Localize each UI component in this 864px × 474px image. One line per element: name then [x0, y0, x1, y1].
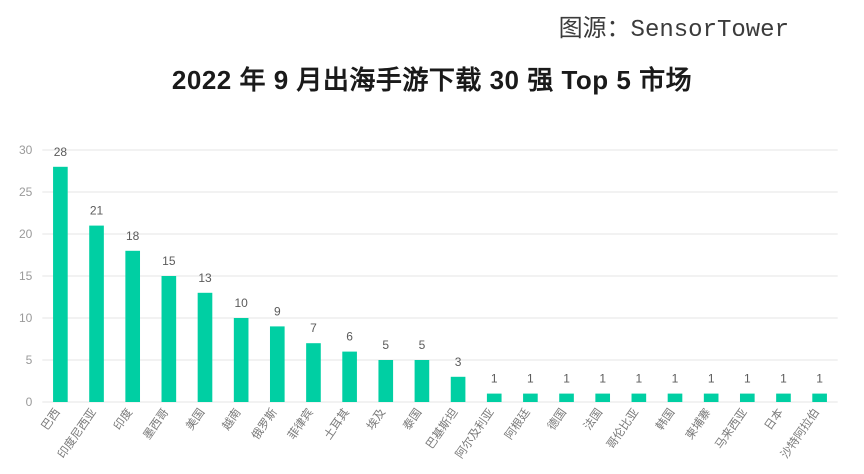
svg-text:30: 30	[19, 143, 33, 157]
svg-text:1: 1	[816, 372, 823, 386]
svg-text:25: 25	[19, 185, 33, 199]
svg-text:13: 13	[198, 271, 212, 285]
svg-text:美国: 美国	[183, 406, 208, 433]
svg-text:印度: 印度	[110, 405, 135, 432]
svg-text:墨西哥: 墨西哥	[141, 406, 171, 442]
svg-text:巴西: 巴西	[40, 407, 63, 433]
svg-text:巴基斯坦: 巴基斯坦	[423, 405, 461, 451]
svg-text:菲律宾: 菲律宾	[285, 406, 316, 442]
svg-text:7: 7	[310, 321, 317, 335]
svg-text:土耳其: 土耳其	[322, 406, 352, 442]
svg-text:1: 1	[636, 372, 643, 386]
svg-text:0: 0	[26, 395, 33, 409]
svg-text:5: 5	[382, 338, 389, 352]
svg-text:1: 1	[563, 372, 570, 386]
svg-text:1: 1	[744, 372, 751, 386]
svg-text:日本: 日本	[761, 405, 786, 432]
svg-text:5: 5	[419, 338, 426, 352]
svg-text:越南: 越南	[219, 406, 244, 433]
svg-text:1: 1	[780, 372, 787, 386]
svg-text:俄罗斯: 俄罗斯	[249, 406, 280, 442]
svg-text:1: 1	[708, 372, 715, 386]
svg-text:韩国: 韩国	[653, 406, 678, 433]
svg-text:埃及: 埃及	[364, 405, 389, 432]
svg-text:5: 5	[26, 353, 33, 367]
svg-text:9: 9	[274, 304, 281, 318]
svg-text:德国: 德国	[544, 406, 569, 433]
svg-text:15: 15	[19, 269, 33, 283]
svg-text:28: 28	[54, 145, 68, 159]
svg-text:10: 10	[19, 311, 33, 325]
svg-text:15: 15	[162, 254, 176, 268]
svg-text:21: 21	[90, 204, 104, 218]
svg-text:泰国: 泰国	[400, 406, 425, 433]
svg-text:3: 3	[455, 355, 462, 369]
svg-text:柬埔寨: 柬埔寨	[682, 405, 714, 442]
svg-text:20: 20	[19, 227, 33, 241]
svg-text:1: 1	[527, 372, 534, 386]
svg-text:法国: 法国	[580, 406, 605, 433]
svg-text:马来西亚: 马来西亚	[713, 406, 750, 451]
svg-text:10: 10	[234, 296, 248, 310]
svg-text:1: 1	[599, 372, 606, 386]
svg-text:阿根廷: 阿根廷	[502, 405, 534, 442]
svg-text:1: 1	[672, 372, 679, 386]
svg-text:1: 1	[491, 372, 498, 386]
svg-text:哥伦比亚: 哥伦比亚	[603, 406, 641, 452]
svg-text:6: 6	[346, 330, 353, 344]
svg-text:18: 18	[126, 229, 140, 243]
